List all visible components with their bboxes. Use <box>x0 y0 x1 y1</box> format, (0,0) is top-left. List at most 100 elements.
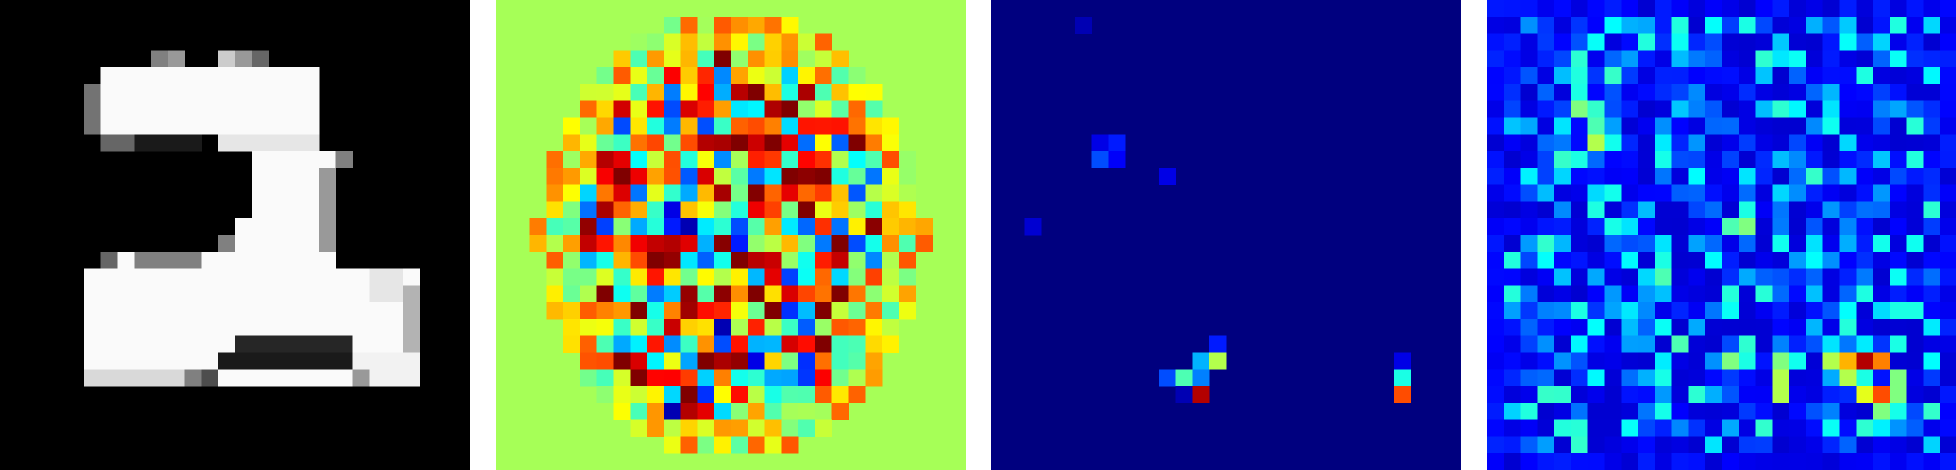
heatmap-cell <box>1520 335 1538 353</box>
heatmap-cell <box>1789 369 1807 387</box>
heatmap-cell <box>1906 16 1924 34</box>
heatmap-cell <box>1520 251 1538 269</box>
heatmap-cell <box>1738 33 1756 51</box>
heatmap-cell <box>1822 386 1840 404</box>
heatmap-cell <box>1537 167 1555 185</box>
heatmap-cell <box>1209 335 1227 353</box>
heatmap-cell <box>1906 100 1924 118</box>
heatmap-cell <box>1587 50 1605 68</box>
heatmap-cell <box>1621 16 1639 34</box>
heatmap-cell <box>747 16 765 34</box>
heatmap-cell <box>831 335 849 353</box>
heatmap-cell <box>1839 67 1857 85</box>
heatmap-cell <box>1889 83 1907 102</box>
heatmap-cell <box>1587 318 1605 337</box>
heatmap-cell <box>1789 419 1807 437</box>
heatmap-cell <box>1940 117 1956 135</box>
heatmap-cell <box>1537 151 1555 169</box>
heatmap-cell <box>251 285 269 303</box>
heatmap-cell <box>1940 419 1956 437</box>
heatmap-cell <box>1789 218 1807 236</box>
heatmap-cell <box>798 117 816 135</box>
heatmap-cell <box>630 268 648 286</box>
heatmap-cell <box>1654 201 1672 219</box>
heatmap-cell <box>1906 453 1924 470</box>
heatmap-cell <box>184 117 202 135</box>
heatmap-cell <box>1856 184 1874 202</box>
heatmap-cell <box>1654 419 1672 437</box>
heatmap-cell <box>1671 151 1689 169</box>
heatmap-cell <box>1738 151 1756 169</box>
heatmap-cell <box>798 285 816 303</box>
heatmap-cell <box>848 235 866 253</box>
heatmap-cell <box>1604 201 1622 219</box>
heatmap-cell <box>798 369 816 387</box>
heatmap-cell <box>1587 302 1605 320</box>
heatmap-cell <box>1923 251 1941 269</box>
heatmap-cell <box>798 33 816 51</box>
heatmap-cell <box>1873 16 1891 34</box>
heatmap-cell <box>647 184 665 202</box>
heatmap-cell <box>596 302 614 320</box>
heatmap-cell <box>764 201 782 219</box>
heatmap-cell <box>1520 117 1538 135</box>
heatmap-cell <box>1587 134 1605 152</box>
heatmap-cell <box>1839 335 1857 353</box>
heatmap-cell <box>201 117 219 135</box>
heatmap-cell <box>1873 268 1891 286</box>
heatmap-cell <box>1688 167 1706 185</box>
heatmap-cell <box>1604 83 1622 102</box>
heatmap-cell <box>865 184 883 202</box>
heatmap-cell <box>1789 134 1807 152</box>
heatmap-cell <box>697 251 715 269</box>
heatmap-cell <box>731 251 749 269</box>
heatmap-cell <box>335 318 353 337</box>
heatmap-cell <box>630 201 648 219</box>
heatmap-cell <box>251 235 269 253</box>
heatmap-cell <box>1839 318 1857 337</box>
heatmap-cell <box>747 302 765 320</box>
heatmap-cell <box>647 218 665 236</box>
heatmap-cell <box>369 352 387 370</box>
heatmap-cell <box>151 302 169 320</box>
heatmap-cell <box>1108 151 1126 169</box>
heatmap-cell <box>318 352 337 370</box>
heatmap-cell <box>302 302 320 320</box>
heatmap-cell <box>1722 386 1740 404</box>
heatmap-cell <box>1889 268 1907 286</box>
heatmap-cell <box>747 235 765 253</box>
heatmap-cell <box>201 268 219 286</box>
heatmap-cell <box>1671 0 1689 18</box>
heatmap-cell <box>1873 100 1891 118</box>
heatmap-cell <box>1923 151 1941 169</box>
heatmap-cell <box>865 83 883 102</box>
heatmap-cell <box>1520 167 1538 185</box>
heatmap-cell <box>1503 436 1521 454</box>
heatmap-cell <box>1889 151 1907 169</box>
heatmap-cell <box>747 251 765 269</box>
heatmap-cell <box>814 33 833 51</box>
heatmap-cell <box>579 117 598 135</box>
heatmap-cell <box>1906 285 1924 303</box>
heatmap-cell <box>201 302 219 320</box>
heatmap-cell <box>1772 268 1790 286</box>
heatmap-cell <box>882 201 900 219</box>
heatmap-cell <box>1654 100 1672 118</box>
heatmap-cell <box>714 436 732 454</box>
heatmap-cell <box>1889 318 1907 337</box>
heatmap-cell <box>1856 151 1874 169</box>
heatmap-cell <box>1822 83 1840 102</box>
heatmap-cell <box>848 201 866 219</box>
heatmap-cell <box>1158 369 1176 387</box>
heatmap-cell <box>798 184 816 202</box>
heatmap-cell <box>814 419 833 437</box>
heatmap-cell <box>117 117 135 135</box>
heatmap-cell <box>1638 335 1656 353</box>
heatmap-cell <box>1487 302 1505 320</box>
heatmap-cell <box>201 318 219 337</box>
heatmap-cell <box>251 201 269 219</box>
heatmap-cell <box>1638 302 1656 320</box>
heatmap-cell <box>1554 235 1572 253</box>
heatmap-cell <box>1621 453 1639 470</box>
heatmap-cell <box>680 285 698 303</box>
